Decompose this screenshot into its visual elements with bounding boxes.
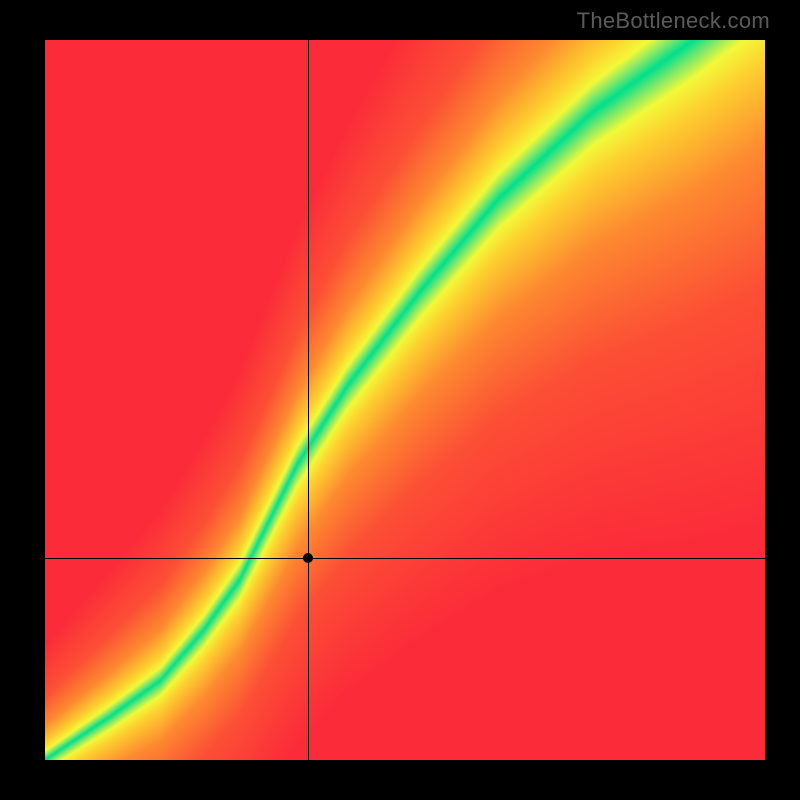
selection-marker xyxy=(303,553,313,563)
watermark-text: TheBottleneck.com xyxy=(577,8,770,34)
heatmap-canvas xyxy=(45,40,765,760)
crosshair-horizontal xyxy=(45,558,765,559)
heatmap-plot xyxy=(45,40,765,760)
crosshair-vertical xyxy=(308,40,309,760)
